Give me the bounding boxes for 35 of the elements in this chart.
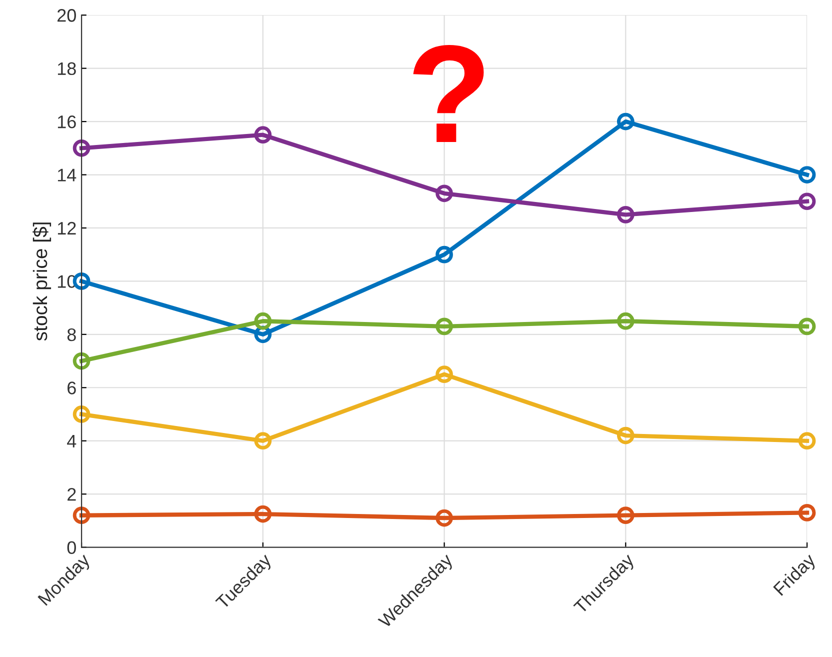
point bbox=[616, 506, 634, 524]
point bbox=[798, 318, 816, 336]
point bbox=[798, 432, 816, 450]
point bbox=[436, 246, 453, 264]
point bbox=[72, 139, 90, 157]
point bbox=[254, 505, 272, 523]
y-tick-label: 6 bbox=[68, 382, 76, 394]
y-axis-title: stock price [$] bbox=[32, 222, 52, 341]
point bbox=[436, 184, 453, 202]
point bbox=[616, 426, 634, 444]
point bbox=[616, 312, 634, 330]
point bbox=[436, 509, 453, 527]
point bbox=[798, 166, 816, 184]
y-tick-label: 8 bbox=[67, 328, 76, 342]
y-tick-label: 4 bbox=[67, 434, 76, 448]
y-tick-label: 14 bbox=[58, 168, 76, 182]
point bbox=[436, 318, 453, 336]
annotation: ? bbox=[413, 45, 484, 142]
point bbox=[72, 352, 90, 370]
point bbox=[72, 406, 90, 423]
y-tick-label: 12 bbox=[58, 222, 76, 235]
point bbox=[254, 312, 272, 330]
y-tick-label: 0 bbox=[67, 541, 76, 554]
point bbox=[436, 366, 453, 384]
point bbox=[616, 206, 634, 224]
y-tick-label: 18 bbox=[58, 62, 76, 76]
point bbox=[616, 112, 634, 130]
point bbox=[798, 504, 816, 522]
point bbox=[254, 126, 272, 144]
point bbox=[254, 432, 272, 450]
point bbox=[72, 506, 90, 524]
y-tick-label: 16 bbox=[58, 115, 76, 128]
y-tick-label: 20 bbox=[58, 9, 76, 22]
point bbox=[798, 192, 816, 210]
y-tick-label: 2 bbox=[68, 488, 76, 501]
